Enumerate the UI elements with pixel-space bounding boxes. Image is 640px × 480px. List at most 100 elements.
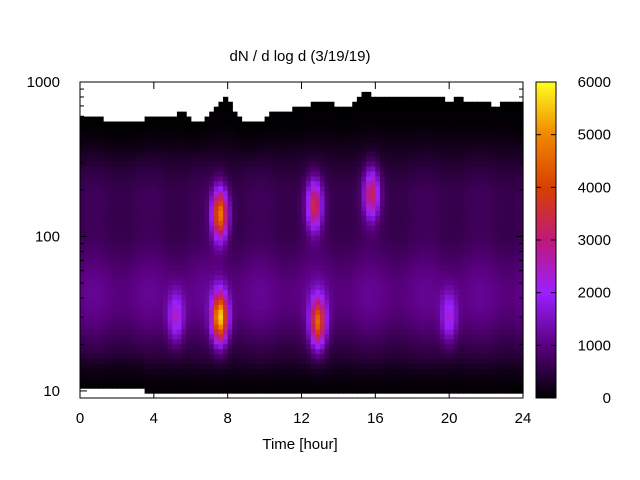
heatmap-cell	[181, 116, 187, 123]
heatmap-cell	[278, 299, 284, 305]
heatmap-cell	[144, 156, 150, 162]
heatmap-cell	[292, 136, 298, 142]
heatmap-cell	[453, 383, 459, 389]
heatmap-cell	[310, 328, 316, 335]
heatmap-cell	[241, 240, 247, 246]
heatmap-cell	[393, 294, 399, 300]
heatmap-cell	[421, 190, 427, 197]
heatmap-cell	[283, 378, 289, 384]
heatmap-cell	[213, 195, 220, 202]
heatmap-cell	[338, 269, 344, 276]
heatmap-cell	[329, 314, 335, 320]
heatmap-cell	[301, 146, 307, 152]
heatmap-cell	[172, 185, 178, 192]
heatmap-cell	[389, 240, 395, 246]
heatmap-cell	[278, 269, 284, 276]
heatmap-cell	[412, 101, 418, 108]
heatmap-cell	[398, 106, 404, 113]
heatmap-cell	[273, 161, 280, 167]
heatmap-cell	[361, 368, 367, 374]
heatmap-cell	[158, 220, 164, 226]
heatmap-cell	[116, 368, 123, 374]
heatmap-cell	[273, 225, 280, 231]
heatmap-cell	[223, 220, 229, 226]
heatmap-cell	[250, 304, 256, 310]
heatmap-cell	[366, 244, 372, 251]
heatmap-cell	[223, 161, 229, 167]
heatmap-cell	[319, 230, 326, 236]
heatmap-cell	[301, 131, 307, 137]
heatmap-cell	[375, 151, 381, 157]
heatmap-cell	[176, 141, 183, 147]
heatmap-cell	[449, 319, 455, 325]
heatmap-cell	[223, 294, 229, 300]
heatmap-cell	[389, 343, 395, 350]
heatmap-cell	[250, 343, 256, 350]
heatmap-cell	[292, 254, 298, 261]
heatmap-cell	[163, 269, 169, 276]
heatmap-cell	[135, 156, 141, 162]
heatmap-cell	[250, 264, 256, 271]
heatmap-cell	[389, 151, 395, 157]
heatmap-cell	[172, 264, 178, 271]
heatmap-cell	[181, 131, 187, 137]
heatmap-cell	[356, 230, 363, 236]
heatmap-cell	[264, 289, 270, 295]
heatmap-cell	[80, 373, 86, 379]
heatmap-cell	[389, 388, 395, 394]
heatmap-cell	[472, 101, 478, 108]
heatmap-cell	[310, 106, 316, 113]
heatmap-cell	[84, 254, 90, 261]
heatmap-cell	[352, 121, 358, 128]
heatmap-cell	[98, 368, 104, 374]
heatmap-cell	[223, 240, 229, 246]
heatmap-cell	[283, 126, 289, 132]
heatmap-cell	[241, 328, 247, 335]
heatmap-cell	[403, 319, 409, 325]
heatmap-cell	[98, 274, 104, 281]
heatmap-cell	[236, 244, 243, 251]
heatmap-cell	[389, 264, 395, 271]
heatmap-cell	[463, 328, 469, 335]
heatmap-cell	[190, 309, 196, 315]
heatmap-cell	[407, 161, 413, 167]
heatmap-cell	[453, 333, 459, 340]
heatmap-cell	[84, 333, 90, 340]
heatmap-cell	[426, 230, 432, 236]
heatmap-cell	[449, 136, 455, 142]
heatmap-cell	[444, 348, 450, 355]
heatmap-cell	[356, 205, 363, 211]
heatmap-cell	[375, 294, 381, 300]
heatmap-cell	[439, 249, 446, 256]
heatmap-cell	[84, 284, 90, 290]
heatmap-cell	[467, 269, 473, 276]
heatmap-cell	[116, 244, 123, 251]
heatmap-cell	[255, 136, 261, 142]
heatmap-cell	[439, 333, 446, 340]
heatmap-cell	[356, 121, 363, 128]
heatmap-cell	[80, 254, 86, 261]
heatmap-cell	[158, 299, 164, 305]
heatmap-cell	[163, 388, 169, 394]
heatmap-cell	[416, 225, 423, 231]
heatmap-cell	[384, 185, 390, 192]
heatmap-cell	[223, 111, 229, 118]
heatmap-cell	[121, 151, 127, 157]
heatmap-cell	[89, 343, 95, 350]
heatmap-cell	[209, 180, 215, 187]
heatmap-cell	[463, 314, 469, 320]
heatmap-cell	[89, 348, 95, 355]
heatmap-cell	[250, 170, 256, 177]
heatmap-cell	[278, 333, 284, 340]
heatmap-cell	[310, 165, 316, 172]
heatmap-cell	[126, 289, 132, 295]
heatmap-cell	[292, 195, 298, 202]
heatmap-cell	[273, 126, 280, 132]
heatmap-cell	[135, 373, 141, 379]
heatmap-cell	[472, 254, 478, 261]
heatmap-cell	[458, 200, 464, 207]
heatmap-cell	[343, 249, 349, 256]
heatmap-cell	[269, 161, 275, 167]
heatmap-cell	[287, 289, 293, 295]
heatmap-cell	[393, 230, 399, 236]
